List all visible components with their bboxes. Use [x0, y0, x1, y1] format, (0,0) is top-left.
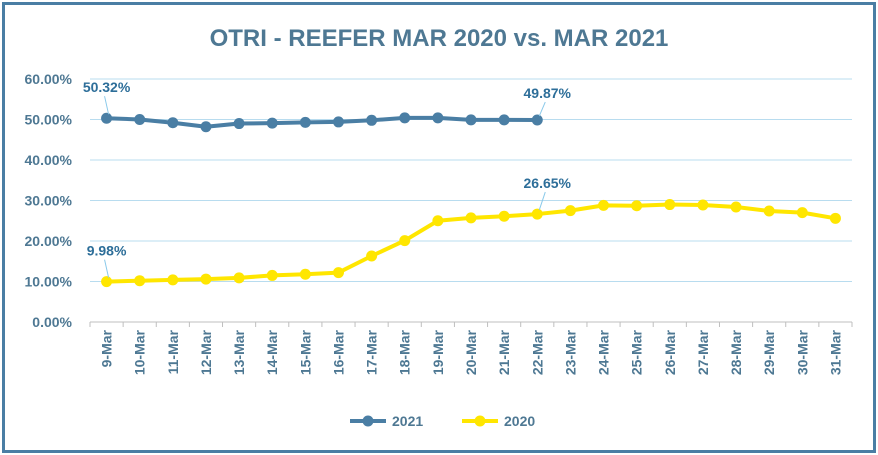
data-point-2021 — [134, 114, 146, 125]
x-tick-label: 22-Mar — [529, 329, 545, 375]
data-point-2020 — [564, 205, 576, 217]
legend-marker-2020 — [474, 415, 486, 427]
x-tick-label: 21-Mar — [496, 329, 512, 375]
y-tick-label: 60.00% — [25, 71, 73, 87]
data-label-leader — [538, 101, 546, 117]
data-point-2021 — [233, 118, 245, 130]
x-tick-label: 16-Mar — [330, 329, 346, 375]
x-tick-label: 29-Mar — [761, 329, 777, 375]
data-point-2020 — [829, 212, 841, 224]
data-label-leader — [538, 191, 546, 211]
data-label-leader — [104, 96, 110, 115]
data-point-2020 — [233, 272, 245, 284]
x-tick-label: 24-Mar — [596, 329, 612, 375]
data-label: 49.87% — [524, 85, 572, 101]
data-point-2020 — [101, 276, 113, 288]
series-line-2021 — [104, 115, 540, 129]
legend-label-2020: 2020 — [504, 413, 535, 429]
data-point-2020 — [631, 200, 643, 212]
legend-label-2021: 2021 — [392, 413, 423, 429]
data-label: 50.32% — [83, 79, 131, 95]
data-point-2020 — [498, 210, 510, 222]
data-point-2020 — [697, 199, 709, 211]
data-point-2020 — [134, 275, 146, 287]
x-tick-label: 13-Mar — [231, 329, 247, 375]
y-tick-label: 20.00% — [25, 233, 73, 249]
data-point-2020 — [730, 201, 742, 213]
data-point-2021 — [266, 117, 278, 129]
legend-marker-2021 — [362, 415, 374, 427]
data-point-2021 — [432, 112, 444, 124]
x-tick-label: 23-Mar — [562, 329, 578, 375]
data-point-2020 — [763, 205, 775, 217]
data-point-2021 — [366, 114, 378, 126]
data-point-2020 — [366, 250, 378, 262]
x-tick-label: 10-Mar — [132, 329, 148, 375]
data-point-2021 — [101, 112, 113, 124]
data-point-2021 — [200, 121, 212, 133]
data-point-2020 — [531, 208, 543, 220]
x-tick-label: 17-Mar — [364, 329, 380, 375]
chart-title: OTRI - REEFER MAR 2020 vs. MAR 2021 — [210, 25, 669, 52]
data-point-2020 — [167, 274, 179, 286]
x-tick-label: 12-Mar — [198, 329, 214, 375]
data-label: 9.98% — [87, 243, 127, 259]
y-tick-label: 40.00% — [25, 152, 73, 168]
data-point-2020 — [598, 199, 610, 211]
data-point-2020 — [664, 199, 676, 211]
data-label: 26.65% — [524, 175, 572, 191]
data-point-2021 — [299, 116, 311, 128]
x-tick-label: 30-Mar — [794, 329, 810, 375]
data-point-2020 — [200, 273, 212, 285]
data-point-2021 — [332, 116, 344, 128]
data-point-2020 — [299, 268, 311, 280]
data-point-2020 — [796, 207, 808, 219]
x-tick-label: 18-Mar — [397, 329, 413, 375]
data-point-2021 — [531, 114, 543, 126]
y-tick-label: 0.00% — [32, 314, 72, 330]
x-tick-label: 20-Mar — [463, 329, 479, 375]
data-point-2020 — [465, 212, 477, 224]
data-point-2021 — [465, 114, 477, 126]
data-label-leader — [104, 259, 110, 278]
data-point-2020 — [432, 215, 444, 227]
y-tick-label: 50.00% — [25, 112, 73, 128]
data-point-2021 — [399, 112, 411, 124]
y-tick-label: 30.00% — [25, 193, 73, 209]
y-tick-label: 10.00% — [25, 274, 73, 290]
data-point-2020 — [266, 269, 278, 281]
x-tick-label: 11-Mar — [165, 329, 181, 374]
x-tick-label: 14-Mar — [264, 329, 280, 375]
x-tick-label: 9-Mar — [99, 329, 115, 367]
x-tick-label: 19-Mar — [430, 329, 446, 375]
x-tick-label: 27-Mar — [695, 329, 711, 375]
x-tick-label: 26-Mar — [662, 329, 678, 375]
x-tick-label: 31-Mar — [827, 329, 843, 375]
x-tick-label: 15-Mar — [297, 329, 313, 375]
x-tick-label: 25-Mar — [629, 329, 645, 375]
data-point-2020 — [399, 235, 411, 247]
data-point-2021 — [167, 117, 179, 129]
x-tick-label: 28-Mar — [728, 329, 744, 375]
data-point-2021 — [498, 114, 510, 126]
data-point-2020 — [332, 267, 344, 279]
